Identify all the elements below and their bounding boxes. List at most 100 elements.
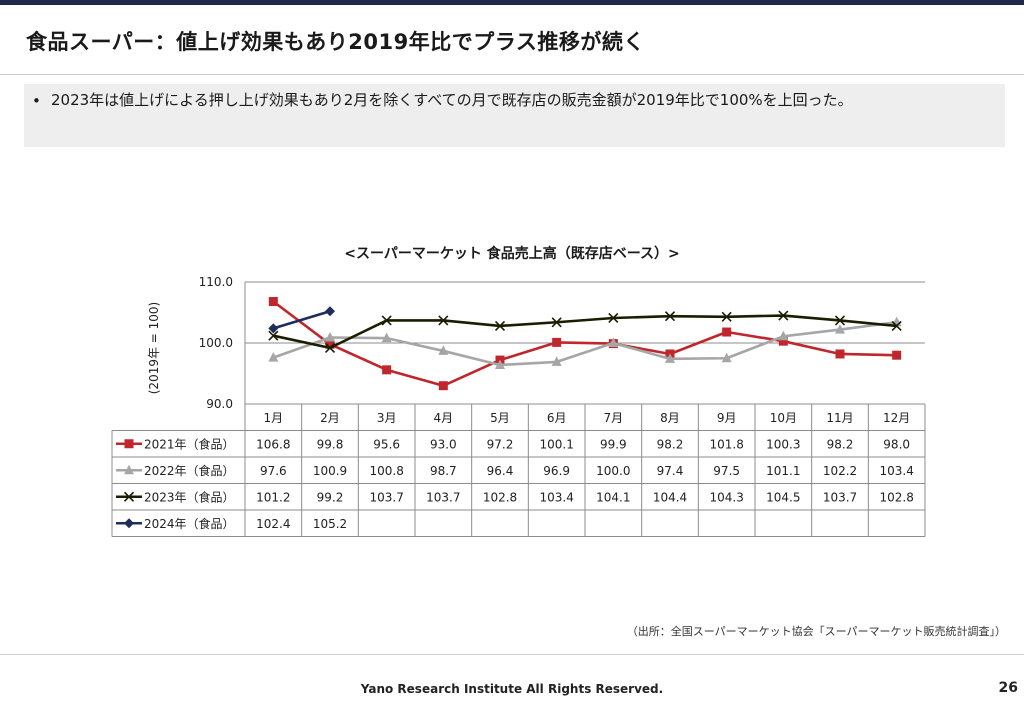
series-2-value-cell: 97.6 (260, 464, 287, 478)
series-2-point (551, 356, 562, 366)
series-2-point (835, 324, 845, 334)
series-2-point (438, 345, 449, 355)
footer-divider (0, 654, 1024, 655)
series-1-value-cell: 101.8 (709, 437, 743, 451)
top-accent-bar (0, 0, 1024, 5)
series-3-point (834, 315, 846, 326)
x-category-label: 3月 (377, 411, 397, 425)
series-3-point (778, 310, 789, 321)
series-2-value-cell: 102.2 (823, 464, 857, 478)
chart-title: <スーパーマーケット 食品売上高（既存店ベース）> (344, 246, 680, 262)
series-1-point (892, 350, 902, 360)
series-3-value-cell: 102.8 (483, 490, 517, 504)
series-3-point (268, 330, 279, 341)
series-3-point (438, 315, 449, 326)
series-4-value-cell: 105.2 (313, 517, 347, 531)
x-category-label: 8月 (660, 411, 680, 425)
series-2-point (778, 330, 789, 341)
series-2-value-cell: 96.9 (543, 464, 570, 478)
source-note: （出所：全国スーパーマーケット協会「スーパーマーケット販売統計調査」） (626, 625, 1006, 638)
summary-text: 2023年は値上げによる押し上げ効果もあり2月を除くすべての月で既存店の販売金額… (51, 91, 853, 109)
series-3-value-cell: 104.5 (766, 490, 800, 504)
x-category-label: 6月 (547, 411, 567, 425)
y-tick-label: 100.0 (199, 336, 233, 350)
series-4-line (272, 310, 331, 330)
x-category-label: 5月 (490, 411, 510, 425)
series-3-point (494, 320, 506, 331)
series-3-line (273, 314, 897, 350)
series-2-value-cell: 97.5 (713, 464, 740, 478)
series-2-point (608, 337, 619, 347)
series-1-value-cell: 100.1 (539, 437, 573, 451)
series-3-value-cell: 103.7 (823, 490, 857, 504)
series-2-line (272, 320, 897, 367)
series-1-point (552, 337, 562, 347)
y-axis-label: (2019年 = 100) (147, 302, 161, 395)
series-2-value-cell: 97.4 (657, 464, 684, 478)
x-category-label: 4月 (434, 411, 454, 425)
series-1-value-cell: 99.9 (600, 437, 627, 451)
summary-callout: • 2023年は値上げによる押し上げ効果もあり2月を除くすべての月で既存店の販売… (24, 84, 1005, 147)
series-3-value-cell: 102.8 (879, 490, 913, 504)
series-3-point (608, 312, 619, 324)
x-category-label: 1月 (264, 411, 284, 425)
series-3-value-cell: 104.1 (596, 490, 630, 504)
series-3-value-cell: 103.7 (426, 490, 460, 504)
series-2-point (268, 352, 279, 362)
series-4-point (325, 306, 335, 317)
x-category-label: 7月 (604, 411, 624, 425)
series-3-value-cell: 103.7 (369, 490, 403, 504)
series-2-point (495, 359, 505, 369)
series-3-value-cell: 103.4 (539, 490, 573, 504)
series-1-legend-label: 2021年（食品） (144, 436, 235, 451)
series-3-legend-marker (123, 491, 135, 502)
series-3-value-cell: 104.3 (709, 490, 743, 504)
series-2-legend-label: 2022年（食品） (144, 463, 235, 478)
series-4-value-cell: 102.4 (256, 517, 290, 531)
series-3-value-cell: 99.2 (317, 490, 344, 504)
series-1-point (268, 297, 278, 307)
series-1-value-cell: 100.3 (766, 437, 800, 451)
series-1-value-cell: 98.0 (883, 437, 910, 451)
series-1-point (325, 339, 335, 349)
series-2-value-cell: 100.0 (596, 464, 630, 478)
series-2-value-cell: 96.4 (487, 464, 514, 478)
x-category-label: 2月 (320, 411, 340, 425)
series-1-value-cell: 93.0 (430, 437, 457, 451)
series-1-value-cell: 95.6 (373, 437, 400, 451)
series-4-legend-label: 2024年（食品） (144, 516, 235, 531)
series-2-point (665, 353, 675, 363)
series-3-point (551, 317, 562, 328)
series-1-value-cell: 99.8 (317, 437, 344, 451)
series-1-value-cell: 97.2 (487, 437, 514, 451)
series-3-legend-label: 2023年（食品） (144, 489, 235, 504)
x-category-label: 11月 (826, 411, 853, 425)
series-2-point (325, 332, 335, 342)
series-1-value-cell: 98.2 (657, 437, 684, 451)
series-2-value-cell: 100.8 (369, 464, 403, 478)
series-1-value-cell: 106.8 (256, 437, 290, 451)
page-number: 26 (998, 680, 1018, 696)
copyright-footer: Yano Research Institute All Rights Reser… (360, 682, 664, 696)
series-1-point (835, 349, 845, 359)
series-2-point (721, 352, 732, 363)
title-divider (0, 74, 1024, 75)
series-2-value-cell: 101.1 (766, 464, 800, 478)
series-1-point (438, 381, 448, 391)
series-1-value-cell: 98.2 (827, 437, 854, 451)
x-category-label: 10月 (770, 411, 797, 425)
x-category-label: 9月 (717, 411, 737, 425)
x-category-label: 12月 (883, 411, 910, 425)
series-2-legend-marker (124, 464, 134, 475)
bullet-marker: • (32, 92, 41, 110)
series-3-point (381, 315, 392, 326)
page-title: 食品スーパー：値上げ効果もあり2019年比でプラス推移が続く (26, 30, 645, 54)
series-3-point (664, 311, 676, 322)
series-1-legend-marker (124, 439, 134, 449)
series-3-value-cell: 104.4 (653, 490, 687, 504)
series-4-point (268, 323, 279, 334)
series-3-value-cell: 101.2 (256, 490, 290, 504)
series-3-point (324, 342, 336, 353)
series-3-point (891, 320, 902, 331)
